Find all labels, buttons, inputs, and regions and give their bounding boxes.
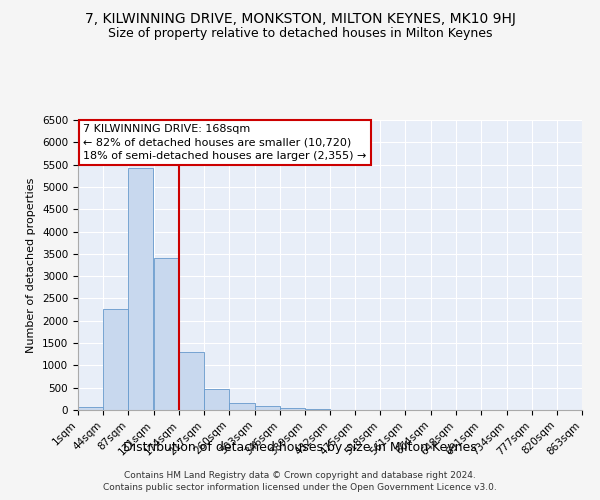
- Text: Distribution of detached houses by size in Milton Keynes: Distribution of detached houses by size …: [123, 441, 477, 454]
- Bar: [204, 388, 229, 410]
- Bar: [280, 408, 305, 410]
- Bar: [154, 258, 179, 410]
- Text: Contains public sector information licensed under the Open Government Licence v3: Contains public sector information licen…: [103, 483, 497, 492]
- Bar: [78, 406, 103, 410]
- Text: 7, KILWINNING DRIVE, MONKSTON, MILTON KEYNES, MK10 9HJ: 7, KILWINNING DRIVE, MONKSTON, MILTON KE…: [85, 12, 515, 26]
- Bar: [229, 403, 254, 410]
- Bar: [305, 409, 330, 410]
- Y-axis label: Number of detached properties: Number of detached properties: [26, 178, 37, 352]
- Text: Size of property relative to detached houses in Milton Keynes: Size of property relative to detached ho…: [108, 28, 492, 40]
- Bar: [103, 308, 128, 410]
- Bar: [254, 406, 280, 410]
- Text: Contains HM Land Registry data © Crown copyright and database right 2024.: Contains HM Land Registry data © Crown c…: [124, 472, 476, 480]
- Text: 7 KILWINNING DRIVE: 168sqm
← 82% of detached houses are smaller (10,720)
18% of : 7 KILWINNING DRIVE: 168sqm ← 82% of deta…: [83, 124, 367, 161]
- Bar: [128, 168, 154, 410]
- Bar: [179, 352, 204, 410]
